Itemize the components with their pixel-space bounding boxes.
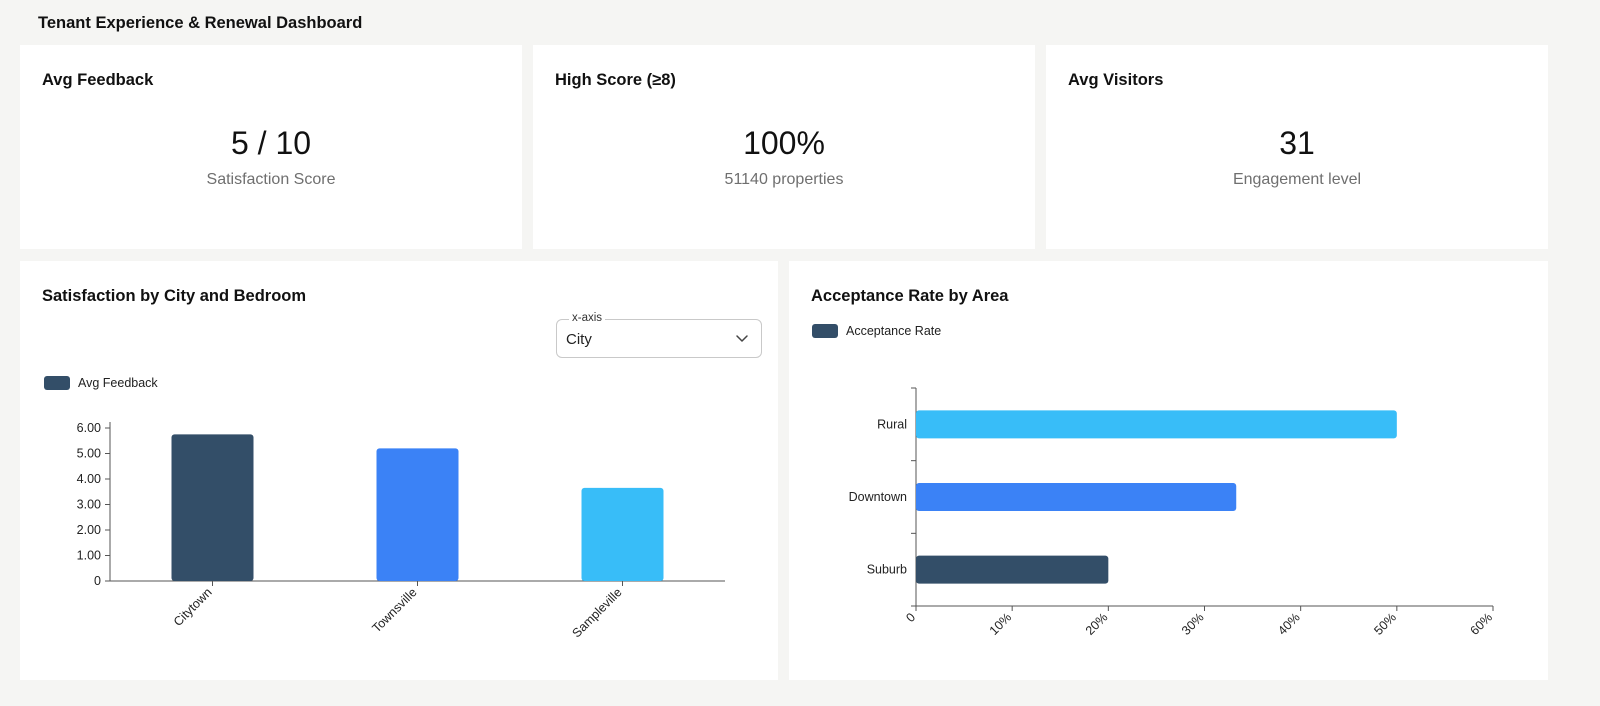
kpi-title: High Score (≥8) bbox=[555, 71, 676, 89]
kpi-title: Avg Feedback bbox=[42, 71, 154, 89]
y-tick-label: 1.00 bbox=[77, 549, 101, 563]
x-tick-label: 10% bbox=[987, 610, 1015, 638]
chevron-down-icon bbox=[736, 335, 748, 342]
bar bbox=[376, 448, 459, 581]
bar bbox=[916, 555, 1109, 584]
y-tick-label: 5.00 bbox=[77, 447, 101, 461]
kpi-value: 5 / 10 bbox=[230, 125, 312, 161]
acceptance-panel: Acceptance Rate by Area Acceptance Rate … bbox=[789, 261, 1548, 680]
x-tick-label: 60% bbox=[1468, 610, 1496, 638]
y-tick-label: 6.00 bbox=[77, 421, 101, 435]
x-tick-label: Sampleville bbox=[570, 585, 625, 640]
y-tick-label: 0 bbox=[94, 574, 101, 588]
y-tick-label: Rural bbox=[877, 417, 907, 431]
y-tick-label: 4.00 bbox=[77, 472, 101, 486]
acceptance-bar-chart: Rural Downtown Suburb 0 10% 20% 30% 40% 50% 60% bbox=[849, 387, 1496, 638]
kpi-card-avg-feedback: Avg Feedback 5 / 10 Satisfaction Score bbox=[20, 45, 522, 249]
kpi-subtitle: Engagement level bbox=[1232, 171, 1362, 188]
acceptance-panel-title: Acceptance Rate by Area bbox=[811, 287, 1009, 305]
bar bbox=[916, 410, 1397, 439]
x-tick-label: 30% bbox=[1179, 610, 1207, 638]
page-title: Tenant Experience & Renewal Dashboard bbox=[38, 14, 363, 32]
y-tick-label: Downtown bbox=[849, 490, 907, 504]
satisfaction-panel-title: Satisfaction by City and Bedroom bbox=[42, 287, 307, 305]
y-tick-label: 2.00 bbox=[77, 523, 101, 537]
xaxis-select[interactable]: x-axis City bbox=[556, 312, 762, 358]
kpi-card-high-score: High Score (≥8) 100% 51140 properties bbox=[533, 45, 1035, 249]
xaxis-select-value: City bbox=[566, 331, 592, 348]
kpi-subtitle: 51140 properties bbox=[724, 171, 844, 188]
bar bbox=[916, 483, 1237, 511]
kpi-title: Avg Visitors bbox=[1068, 71, 1164, 89]
kpi-value: 31 bbox=[1279, 125, 1315, 161]
bar bbox=[171, 434, 254, 581]
bar bbox=[581, 487, 664, 581]
kpi-card-avg-visitors: Avg Visitors 31 Engagement level bbox=[1046, 45, 1548, 249]
legend-label: Acceptance Rate bbox=[846, 324, 942, 338]
x-tick-label: Townsville bbox=[369, 585, 419, 635]
legend-swatch bbox=[44, 376, 70, 390]
satisfaction-bar-chart: 0 1.00 2.00 3.00 4.00 5.00 6.00 Citytown Townsvi… bbox=[77, 421, 725, 640]
kpi-value: 100% bbox=[743, 125, 825, 161]
x-tick-label: 20% bbox=[1083, 610, 1111, 638]
x-tick-label: 50% bbox=[1371, 610, 1399, 638]
legend-swatch bbox=[812, 324, 838, 338]
xaxis-select-label: x-axis bbox=[569, 312, 606, 324]
x-tick-label: 40% bbox=[1275, 610, 1303, 638]
satisfaction-legend: Avg Feedback bbox=[44, 376, 158, 390]
satisfaction-panel: Satisfaction by City and Bedroom x-axis … bbox=[20, 261, 778, 680]
x-tick-label: Citytown bbox=[171, 585, 215, 629]
acceptance-legend: Acceptance Rate bbox=[812, 324, 941, 338]
y-tick-label: Suburb bbox=[867, 563, 907, 577]
kpi-subtitle: Satisfaction Score bbox=[206, 171, 336, 188]
legend-label: Avg Feedback bbox=[78, 376, 158, 390]
x-tick-label: 0 bbox=[903, 610, 918, 625]
y-tick-label: 3.00 bbox=[77, 498, 101, 512]
